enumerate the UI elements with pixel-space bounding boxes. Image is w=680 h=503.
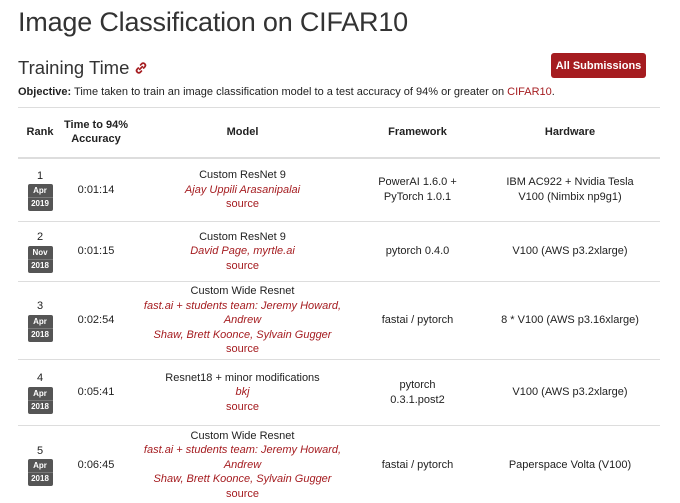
rank-number: 1: [36, 169, 44, 182]
model-cell: Custom Wide Resnet fast.ai + students te…: [130, 281, 355, 360]
hardware-cell: IBM AC922 + Nvidia Tesla V100 (Nimbix np9…: [480, 157, 660, 222]
model-authors-link[interactable]: Ajay Uppili Arasanipalai: [184, 183, 301, 196]
framework-cell: pytorch 0.3.1.post2: [355, 359, 480, 426]
model-authors-link[interactable]: fast.ai + students team: Jeremy Howard, …: [143, 444, 342, 485]
date-badge: Nov 2018: [27, 245, 53, 273]
rank-cell: 4 Apr 2018: [18, 359, 62, 426]
rank-number: 3: [36, 300, 44, 313]
framework-cell: fastai / pytorch: [355, 281, 480, 360]
table-row: 5 Apr 2018 0:06:45 Custom Wide Resnet fas…: [18, 425, 660, 503]
table-row: 1 Apr 2019 0:01:14 Custom ResNet 9 Ajay U…: [18, 157, 660, 222]
header-model[interactable]: Model: [130, 107, 355, 159]
model-name: Custom Wide Resnet: [190, 429, 295, 442]
leaderboard-table: Rank Time to 94% Accuracy Model Framework…: [18, 107, 660, 503]
hardware-cell: V100 (AWS p3.2xlarge): [480, 359, 660, 426]
model-name: Custom ResNet 9: [199, 230, 286, 243]
objective-text: Objective: Time taken to train an image …: [18, 86, 555, 98]
model-name: Custom Wide Resnet: [190, 285, 295, 298]
table-row: 2 Nov 2018 0:01:15 Custom ResNet 9 David …: [18, 221, 660, 282]
model-name: Custom ResNet 9: [199, 169, 286, 181]
source-link[interactable]: source: [225, 198, 260, 210]
date-badge: Apr 2018: [27, 314, 53, 342]
table-row: 4 Apr 2018 0:05:41 Resnet18 + minor modif…: [18, 359, 660, 426]
cifar10-link[interactable]: CIFAR10: [507, 86, 552, 98]
header-rank[interactable]: Rank: [18, 107, 62, 159]
header-time[interactable]: Time to 94% Accuracy: [62, 107, 130, 159]
date-badge: Apr 2019: [27, 184, 53, 211]
rank-cell: 1 Apr 2019: [18, 157, 62, 222]
rank-number: 2: [36, 231, 44, 244]
time-cell: 0:05:41: [62, 359, 130, 426]
hardware-cell: V100 (AWS p3.2xlarge): [480, 221, 660, 282]
rank-cell: 5 Apr 2018: [18, 425, 62, 503]
table-row: 3 Apr 2018 0:02:54 Custom Wide Resnet fas…: [18, 281, 660, 360]
model-cell: Custom ResNet 9 Ajay Uppili Arasanipalai…: [130, 157, 355, 222]
section-header: Training Time: [18, 57, 148, 79]
table-header-row: Rank Time to 94% Accuracy Model Framework…: [18, 107, 660, 159]
section-title: Training Time: [18, 57, 130, 78]
model-cell: Custom Wide Resnet fast.ai + students te…: [130, 425, 355, 503]
framework-cell: PowerAI 1.6.0 + PyTorch 1.0.1: [355, 157, 480, 222]
model-cell: Resnet18 + minor modifications bkj sourc…: [130, 359, 355, 426]
model-authors-link[interactable]: David Page, myrtle.ai: [190, 245, 295, 258]
source-link[interactable]: source: [225, 487, 260, 500]
time-cell: 0:02:54: [62, 281, 130, 360]
rank-cell: 3 Apr 2018: [18, 281, 62, 360]
time-cell: 0:01:15: [62, 221, 130, 282]
source-link[interactable]: source: [225, 259, 260, 272]
date-badge: Apr 2018: [27, 386, 53, 414]
rank-number: 5: [36, 444, 44, 457]
page-title: Image Classification on CIFAR10: [18, 7, 408, 37]
objective-label: Objective:: [18, 86, 72, 98]
model-authors-link[interactable]: fast.ai + students team: Jeremy Howard, …: [143, 299, 342, 341]
time-cell: 0:01:14: [62, 157, 130, 222]
link-icon[interactable]: [134, 61, 148, 75]
rank-cell: 2 Nov 2018: [18, 221, 62, 282]
model-cell: Custom ResNet 9 David Page, myrtle.ai so…: [130, 221, 355, 282]
objective-description: Time taken to train an image classificat…: [71, 86, 508, 98]
header-hardware[interactable]: Hardware: [480, 107, 660, 159]
model-authors-link[interactable]: bkj: [235, 386, 250, 399]
all-submissions-button[interactable]: All Submissions: [551, 53, 646, 78]
date-badge: Apr 2018: [27, 459, 53, 486]
source-link[interactable]: source: [225, 400, 260, 413]
rank-number: 4: [36, 372, 44, 385]
framework-cell: pytorch 0.4.0: [355, 221, 480, 282]
source-link[interactable]: source: [225, 343, 260, 356]
hardware-cell: 8 * V100 (AWS p3.16xlarge): [480, 281, 660, 360]
model-name: Resnet18 + minor modifications: [165, 371, 320, 384]
hardware-cell: Paperspace Volta (V100): [480, 425, 660, 503]
framework-cell: fastai / pytorch: [355, 425, 480, 503]
header-framework[interactable]: Framework: [355, 107, 480, 159]
time-cell: 0:06:45: [62, 425, 130, 503]
